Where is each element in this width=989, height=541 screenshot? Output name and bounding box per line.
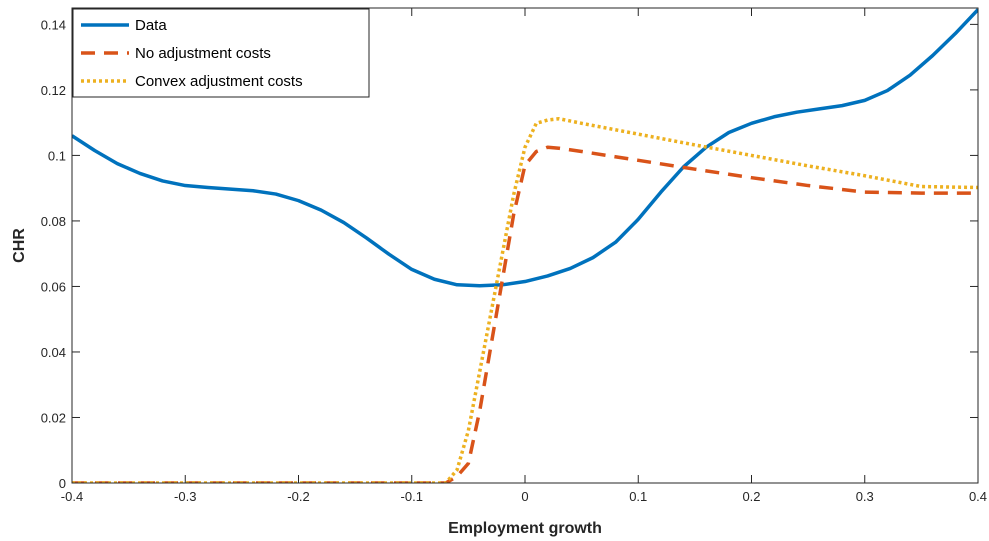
- x-tick-label: -0.4: [61, 489, 83, 504]
- y-tick-label: 0: [59, 476, 66, 491]
- series-line-no-adjustment-costs: [72, 145, 978, 483]
- legend-label: Data: [135, 17, 167, 34]
- y-tick-label: 0.1: [48, 148, 66, 163]
- legend-label: No adjustment costs: [135, 45, 271, 62]
- y-tick-label: 0.14: [41, 17, 66, 32]
- y-axis-label: CHR: [11, 228, 28, 263]
- x-tick-label: 0.3: [856, 489, 874, 504]
- x-tick-label: 0.2: [742, 489, 760, 504]
- x-tick-label: -0.3: [174, 489, 196, 504]
- y-tick-label: 0.02: [41, 410, 66, 425]
- series-line-data: [72, 8, 978, 288]
- x-tick-label: 0.1: [629, 489, 647, 504]
- x-tick-label: -0.2: [287, 489, 309, 504]
- tick-layer: -0.4 -0.3 -0.2 -0.1 0 0.1 0.2 0.3 0.4 0 0.02 0.04 0.…: [41, 8, 987, 504]
- x-tick-label: 0.4: [969, 489, 987, 504]
- y-tick-label: 0.06: [41, 279, 66, 294]
- series-layer: [72, 8, 978, 483]
- y-tick-label: 0.12: [41, 83, 66, 98]
- x-tick-label: 0: [521, 489, 528, 504]
- series-line-convex-adjustment-costs: [72, 116, 978, 483]
- legend-label: Convex adjustment costs: [135, 73, 303, 90]
- y-tick-label: 0.08: [41, 214, 66, 229]
- x-tick-label: -0.1: [401, 489, 423, 504]
- y-tick-label: 0.04: [41, 345, 66, 360]
- x-axis-label: Employment growth: [448, 520, 602, 537]
- legend: Data No adjustment costs Convex adjustment…: [72, 8, 370, 98]
